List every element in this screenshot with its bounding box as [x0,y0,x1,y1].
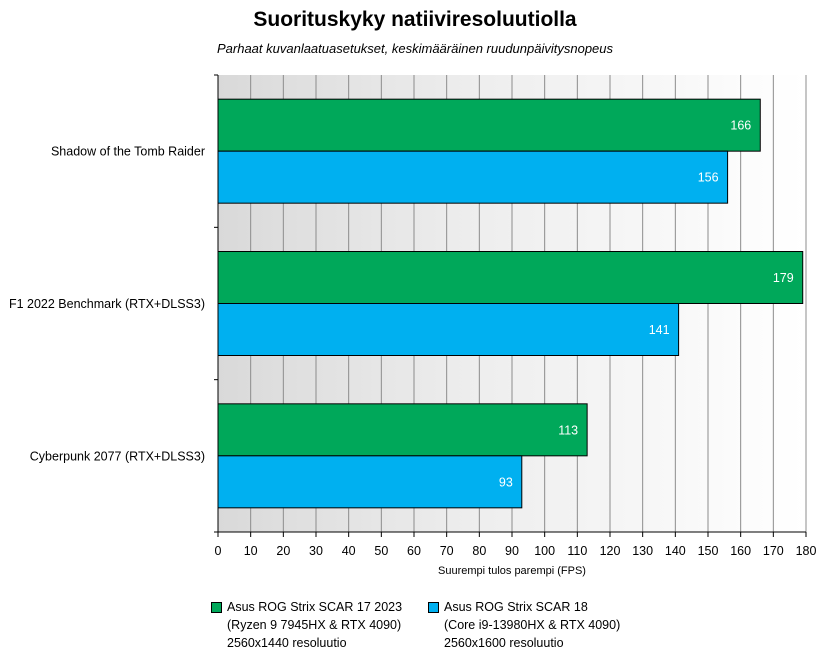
legend-label-line: 2560x1440 resoluutio [227,636,347,650]
x-tick-label: 160 [730,544,751,558]
x-tick-label: 60 [407,544,421,558]
bar-value-label: 179 [773,271,794,285]
x-tick-label: 30 [309,544,323,558]
bar-value-label: 113 [558,423,578,437]
bar [217,98,761,152]
legend-item-scar17: Asus ROG Strix SCAR 17 2023 (Ryzen 9 794… [211,598,402,652]
x-tick-label: 80 [472,544,486,558]
x-tick-label: 70 [440,544,454,558]
x-tick-label: 90 [505,544,519,558]
category-label: Cyberpunk 2077 (RTX+DLSS3) [30,449,205,463]
bar-value-label: 93 [499,475,513,489]
chart-title: Suorituskyky natiiviresoluutiolla [253,8,577,31]
x-tick-label: 20 [276,544,290,558]
x-axis-title: Suurempi tulos parempi (FPS) [438,565,586,577]
category-label: F1 2022 Benchmark (RTX+DLSS3) [9,297,205,311]
legend-swatch-scar18 [428,602,439,613]
x-tick-label: 130 [632,544,653,558]
legend-label-line: Asus ROG Strix SCAR 17 2023 [227,600,403,614]
x-tick-label: 0 [215,544,222,558]
legend-label-line: (Core i9-13980HX & RTX 4090) [444,618,621,632]
bar [217,303,680,356]
legend-item-scar18: Asus ROG Strix SCAR 18 (Core i9-13980HX … [428,598,620,652]
x-tick-label: 100 [534,544,555,558]
bar [217,150,729,204]
x-tick-label: 150 [698,544,719,558]
bar-value-label: 166 [730,119,751,133]
bar [217,403,588,457]
x-tick-label: 10 [244,544,258,558]
x-tick-label: 40 [342,544,356,558]
category-label: Shadow of the Tomb Raider [51,145,205,159]
x-tick-label: 170 [763,544,784,558]
bar-value-label: 156 [698,171,719,185]
x-tick-label: 120 [600,544,621,558]
x-tick-label: 110 [567,544,587,558]
legend-label-line: 2560x1600 resoluutio [444,636,564,650]
bar [217,455,523,509]
legend-label-line: Asus ROG Strix SCAR 18 [444,600,588,614]
chart-subtitle: Parhaat kuvanlaatuasetukset, keskimääräi… [216,41,614,56]
x-tick-label: 180 [796,544,817,558]
legend-swatch-scar17 [211,602,222,613]
bar [217,251,804,304]
bar-value-label: 141 [649,323,670,337]
x-tick-label: 50 [374,544,388,558]
legend-label-line: (Ryzen 9 7945HX & RTX 4090) [227,618,402,632]
x-tick-label: 140 [665,544,686,558]
